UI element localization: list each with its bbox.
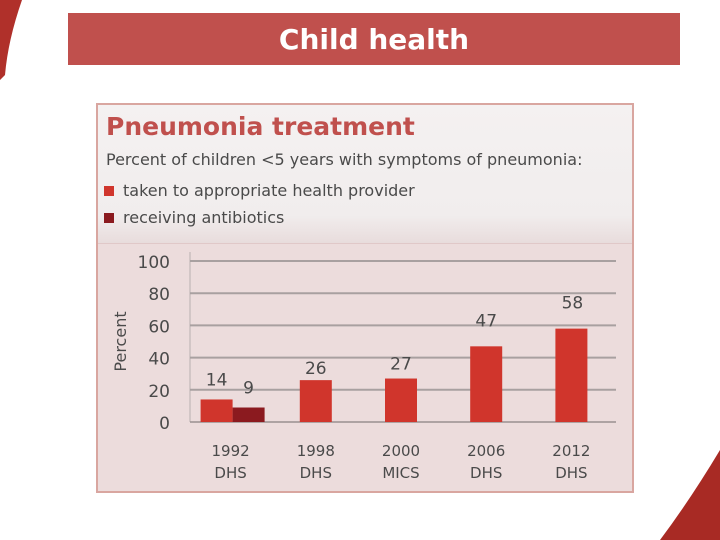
chart-subtitle: Percent of children <5 years with sympto… bbox=[106, 150, 583, 169]
y-tick-label: 80 bbox=[148, 285, 170, 305]
x-tick-label: DHS bbox=[300, 464, 332, 482]
bar-chart: 0 20 40 60 80 100 Percent 14 9 1992 DHS 26 1998 DHS 27… bbox=[111, 252, 616, 482]
x-tick-label: 2000 bbox=[382, 442, 420, 460]
y-tick-label: 0 bbox=[159, 414, 170, 434]
data-label: 9 bbox=[243, 379, 254, 399]
y-tick-label: 60 bbox=[148, 317, 170, 337]
y-axis-label: Percent bbox=[111, 311, 130, 371]
legend-label: taken to appropriate health provider bbox=[123, 181, 415, 200]
x-tick-label: DHS bbox=[214, 464, 246, 482]
x-tick-label: MICS bbox=[382, 464, 419, 482]
bar bbox=[470, 346, 503, 422]
legend-swatch bbox=[104, 185, 114, 196]
data-label: 47 bbox=[475, 311, 497, 331]
bar bbox=[555, 328, 588, 422]
legend-swatch bbox=[104, 212, 114, 223]
bar bbox=[200, 399, 233, 422]
legend: taken to appropriate health provider rec… bbox=[104, 177, 415, 231]
data-label: 26 bbox=[305, 359, 327, 379]
data-label: 27 bbox=[390, 355, 412, 375]
bar bbox=[299, 380, 332, 422]
legend-label: receiving antibiotics bbox=[123, 208, 285, 227]
x-tick-label: 2012 bbox=[552, 442, 590, 460]
chart-title: Pneumonia treatment bbox=[106, 112, 415, 141]
chart-header: Pneumonia treatment Percent of children … bbox=[98, 105, 632, 244]
x-tick-label: DHS bbox=[470, 464, 502, 482]
corner-decoration bbox=[0, 0, 22, 80]
x-tick-label: 2006 bbox=[467, 442, 505, 460]
y-tick-label: 40 bbox=[148, 350, 170, 370]
legend-item: taken to appropriate health provider bbox=[104, 177, 415, 204]
data-label: 58 bbox=[562, 294, 584, 314]
slide-title: Child health bbox=[278, 22, 470, 56]
bar bbox=[385, 378, 417, 422]
data-label: 14 bbox=[206, 370, 228, 390]
corner-decoration bbox=[660, 450, 720, 540]
chart-panel: Pneumonia treatment Percent of children … bbox=[96, 103, 634, 493]
x-tick-label: 1992 bbox=[212, 442, 250, 460]
x-tick-label: DHS bbox=[555, 464, 587, 482]
title-banner: Child health bbox=[68, 13, 680, 65]
y-tick-label: 100 bbox=[138, 253, 170, 273]
legend-item: receiving antibiotics bbox=[104, 204, 415, 231]
x-tick-label: 1998 bbox=[297, 442, 335, 460]
bar bbox=[232, 407, 265, 422]
y-tick-label: 20 bbox=[148, 382, 170, 402]
